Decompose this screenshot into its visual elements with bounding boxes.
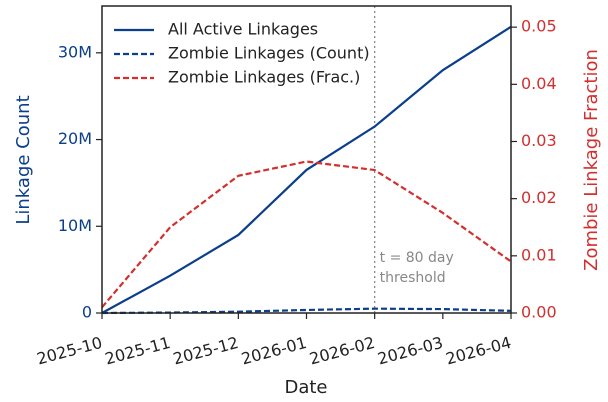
x-axis-label: Date [284, 377, 327, 398]
series-line [101, 25, 512, 314]
x-tick-label: 2026-03 [376, 333, 445, 369]
legend-label: All Active Linkages [168, 20, 318, 39]
y2-tick-label: 0.02 [521, 188, 557, 207]
legend-label: Zombie Linkages (Count) [168, 44, 370, 63]
x-tick-label: 2025-12 [171, 333, 240, 369]
y2-tick-label: 0.05 [521, 17, 557, 36]
x-tick-label: 2026-02 [307, 333, 376, 369]
y2-tick-label: 0.01 [521, 245, 557, 264]
y-tick-label: 10M [58, 216, 92, 235]
y2-tick-label: 0.00 [521, 303, 557, 322]
legend-label: Zombie Linkages (Frac.) [168, 68, 360, 87]
threshold-label: t = 80 day [380, 250, 454, 266]
plot-frame [101, 5, 512, 314]
y-tick-label: 30M [58, 42, 92, 61]
y2-tick-label: 0.03 [521, 131, 557, 150]
threshold-label: threshold [380, 270, 446, 286]
y2-tick-label: 0.04 [521, 74, 557, 93]
x-tick-label: 2026-01 [239, 333, 308, 369]
y2-axis-label: Zombie Linkage Fraction [581, 49, 602, 271]
x-tick-label: 2025-10 [35, 333, 104, 369]
series-line [101, 160, 512, 308]
y-axis-label: Linkage Count [13, 95, 34, 224]
y-tick-label: 0 [82, 303, 92, 322]
x-tick-label: 2026-04 [444, 333, 513, 369]
x-tick-label: 2025-11 [103, 333, 172, 369]
y-tick-label: 20M [58, 129, 92, 148]
